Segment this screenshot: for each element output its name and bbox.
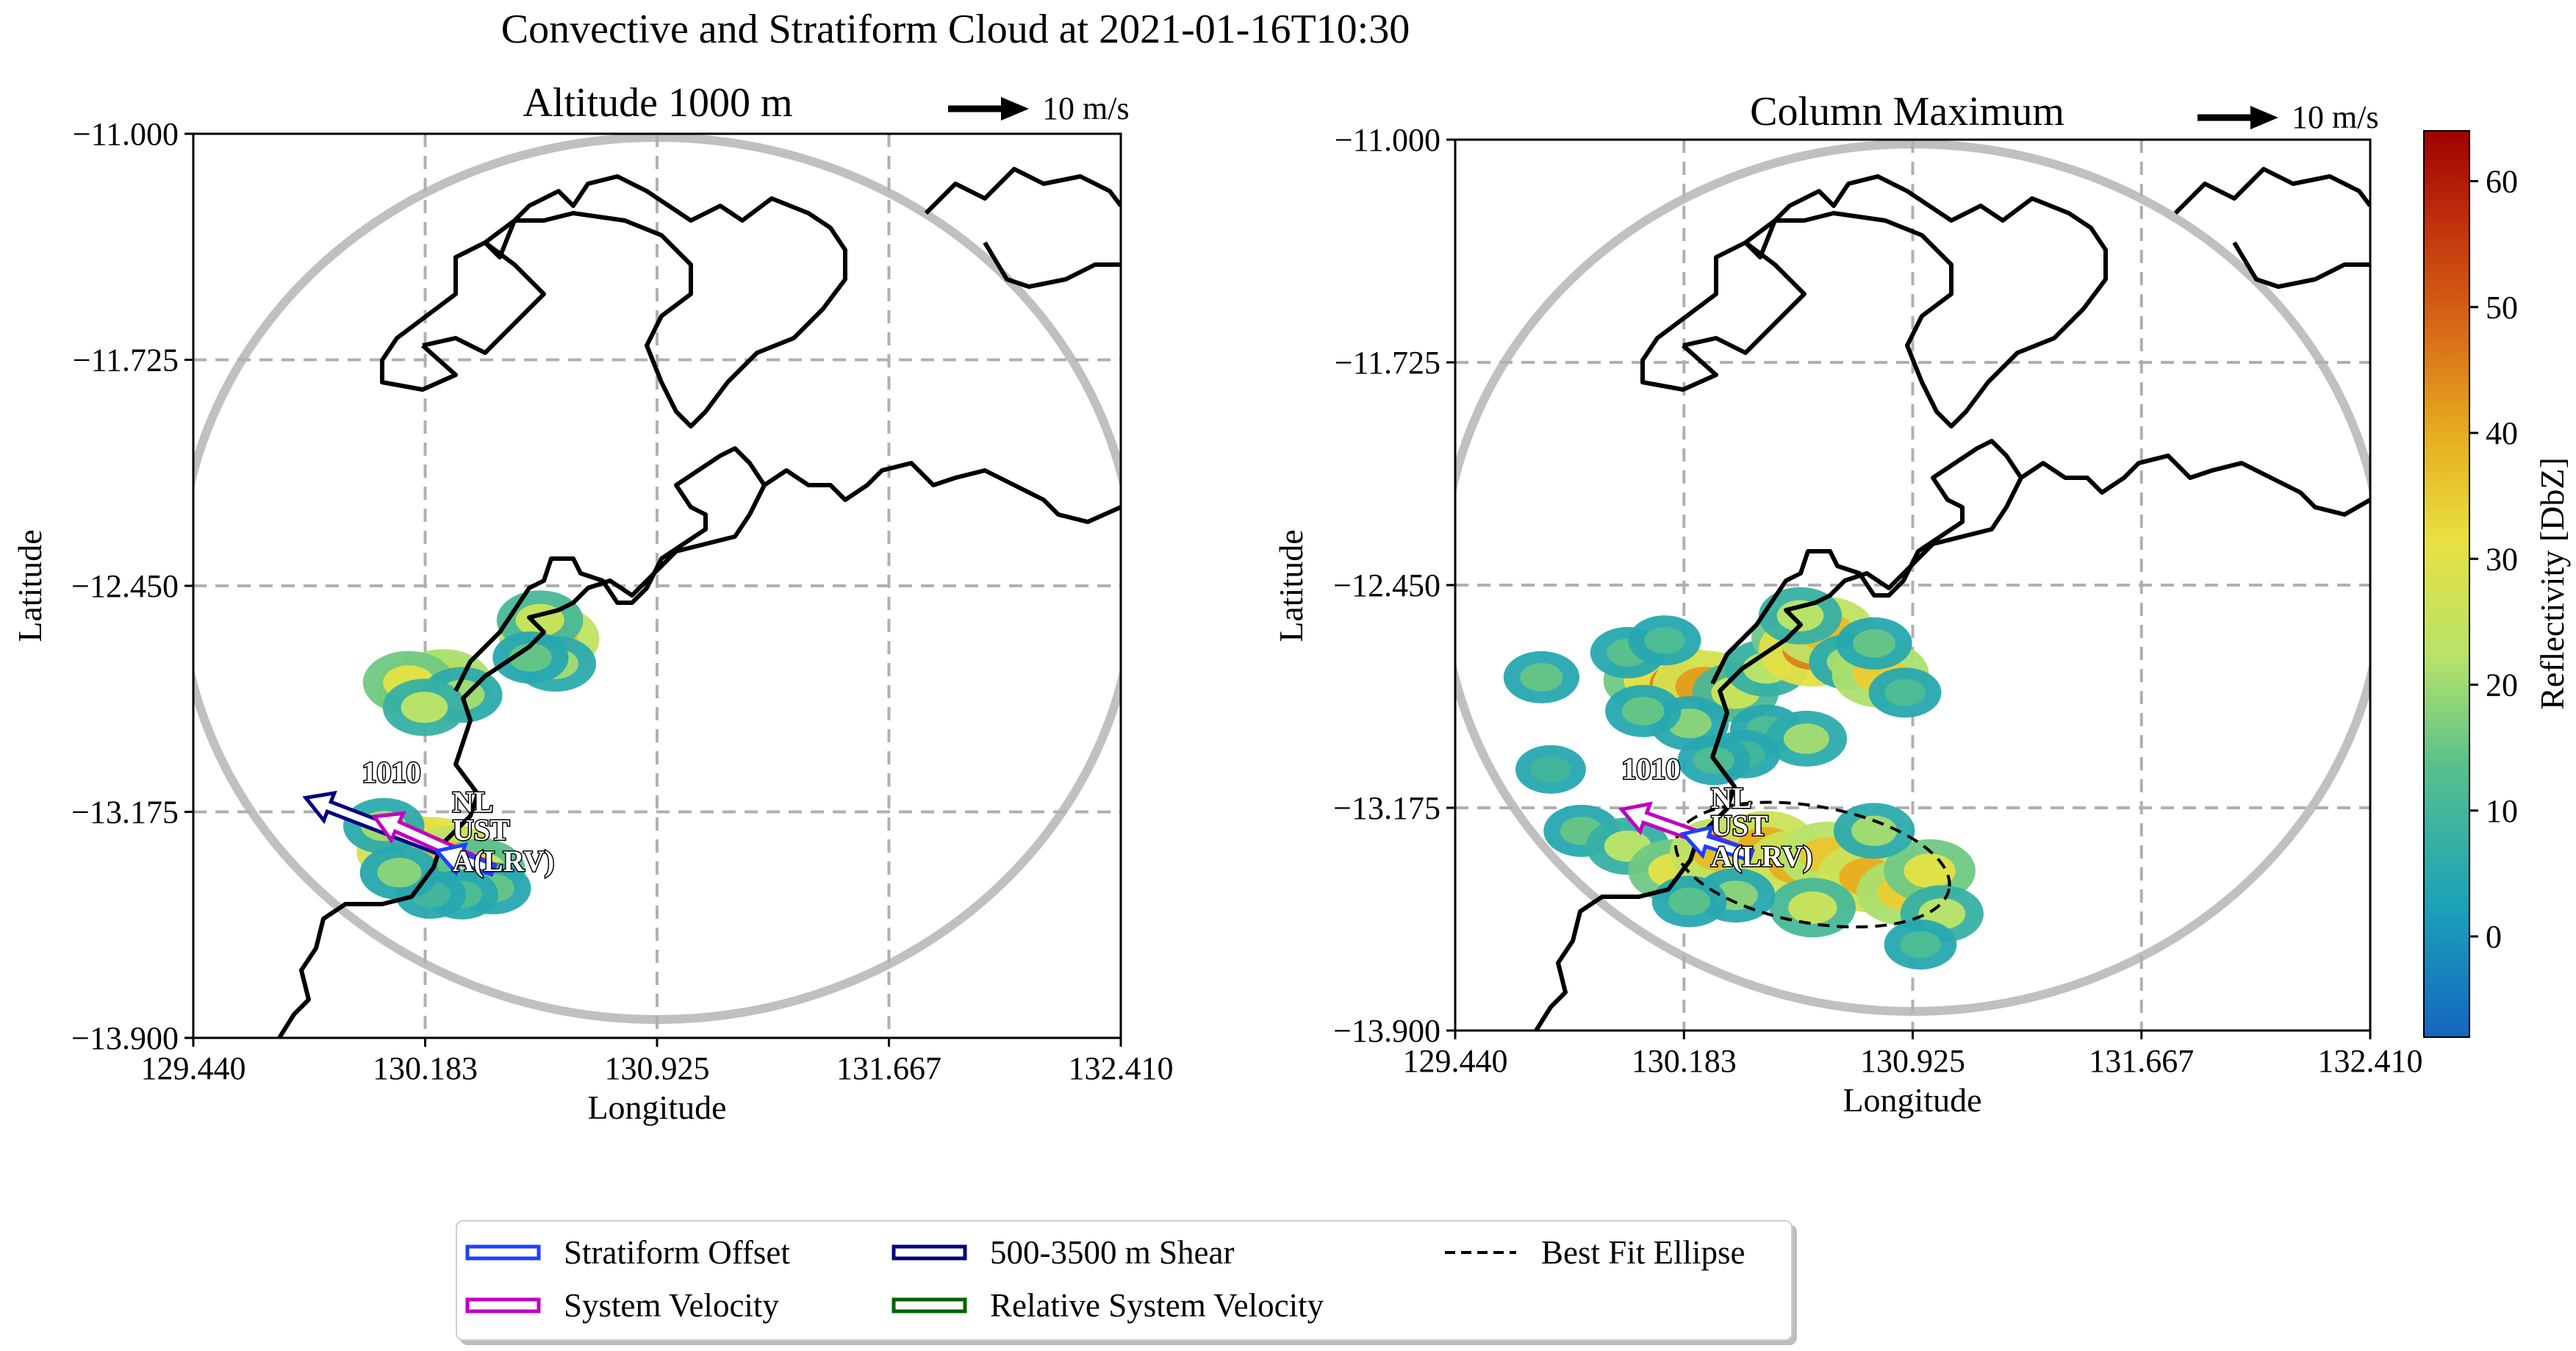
x-ticks: 129.440 130.183 130.925 131.667 132.410 — [141, 1038, 1174, 1086]
legend-swatch-shear — [891, 1230, 968, 1275]
legend-swatch-stratiform-offset — [464, 1230, 542, 1275]
coastline — [1534, 167, 2370, 1031]
colorbar-tick-label: 0 — [2486, 919, 2502, 955]
reflectivity-core — [1884, 678, 1926, 706]
reflectivity-core — [1644, 626, 1685, 654]
legend-label-best-fit-ellipse: Best Fit Ellipse — [1541, 1234, 1746, 1271]
station-label: A(LRV) — [1711, 839, 1813, 872]
y-axis-label-2: Latitude — [1272, 529, 1310, 642]
panel-2-title: Column Maximum — [1750, 89, 2064, 135]
x-tick-label: 130.925 — [1860, 1043, 1965, 1079]
reflectivity-core — [1788, 891, 1837, 924]
vectors — [1618, 801, 1755, 863]
legend-label-system-velocity: System Velocity — [564, 1287, 779, 1324]
reflectivity-core — [1621, 697, 1665, 725]
reflectivity-core — [1904, 853, 1956, 889]
y-tick-label: −12.450 — [1333, 567, 1441, 603]
scale-arrow-2: 10 m/s — [2198, 99, 2379, 135]
reflectivity-core — [1668, 887, 1711, 916]
y-axis-label-1: Latitude — [11, 529, 49, 642]
y-tick-label: −13.175 — [71, 795, 179, 831]
vector-arrow — [433, 842, 498, 877]
x-tick-label: 131.667 — [2089, 1043, 2194, 1079]
scale-arrow-label-2: 10 m/s — [2292, 99, 2379, 135]
x-ticks: 129.440 130.183 130.925 131.667 132.410 — [1403, 1031, 2423, 1079]
legend-label-relative-system-velocity: Relative System Velocity — [990, 1287, 1324, 1324]
legend-label-shear: 500-3500 m Shear — [990, 1234, 1235, 1271]
station-label: UST — [1711, 809, 1768, 842]
coastline — [277, 167, 1121, 1038]
y-tick-label: −11.000 — [1335, 122, 1441, 158]
y-tick-label: −11.725 — [1335, 345, 1441, 381]
x-tick-label: 132.410 — [1069, 1050, 1174, 1086]
station-label: NL — [1711, 781, 1752, 814]
reflectivity-core — [377, 858, 422, 888]
y-ticks: −11.000 −11.725 −12.450 −13.175 −13.900 — [1333, 122, 1455, 1049]
reflectivity-core — [1853, 629, 1896, 658]
x-axis-label-2: Longitude — [1843, 1081, 1981, 1119]
legend-swatch-best-fit-ellipse — [1442, 1230, 1519, 1275]
legend-item-best-fit-ellipse: Best Fit Ellipse — [1442, 1230, 1746, 1275]
colorbar-tick-label: 30 — [2486, 541, 2518, 577]
colorbar-label: Reflectivity [DbZ] — [2533, 457, 2571, 710]
legend-item-shear: 500-3500 m Shear — [891, 1230, 1234, 1275]
colorbar-tick-label: 60 — [2486, 164, 2518, 200]
reflectivity-core — [1520, 663, 1563, 692]
colorbar-tick-label: 20 — [2486, 667, 2518, 703]
gridlines — [1455, 140, 2370, 1031]
station-label: 1010 — [1621, 752, 1680, 785]
colorbar-ticks: 0 10 20 30 40 50 60 — [2469, 164, 2518, 955]
station-label: 1010 — [362, 756, 420, 789]
panel-1-title: Altitude 1000 m — [523, 80, 792, 126]
y-tick-label: −11.000 — [73, 116, 179, 152]
y-tick-label: −11.725 — [73, 343, 179, 379]
vectors — [302, 790, 498, 877]
legend: Stratiform Offset 500-3500 m Shear Best … — [456, 1220, 1793, 1341]
station-label: UST — [453, 814, 510, 847]
x-tick-label: 130.183 — [1632, 1043, 1737, 1079]
reflectivity-core — [1900, 931, 1941, 958]
vector-arrow — [1679, 825, 1755, 863]
y-tick-label: −13.900 — [71, 1020, 179, 1056]
x-tick-label: 131.667 — [836, 1050, 941, 1086]
colorbar-tick-label: 40 — [2486, 415, 2518, 451]
x-tick-label: 132.410 — [2318, 1043, 2423, 1079]
x-axis-label-1: Longitude — [587, 1089, 726, 1126]
station-label: A(LRV) — [453, 845, 555, 878]
legend-swatch-system-velocity — [464, 1283, 542, 1327]
reflectivity-core — [401, 692, 448, 723]
colorbar-tick-label: 10 — [2486, 793, 2518, 829]
colorbar-gradient — [2423, 130, 2470, 1038]
y-tick-label: −12.450 — [71, 568, 179, 604]
x-tick-label: 130.925 — [605, 1050, 710, 1086]
reflectivity-core — [1851, 815, 1898, 847]
station-label: NL — [453, 786, 494, 819]
reflectivity-cells — [1503, 587, 1984, 970]
colorbar: 0 10 20 30 40 50 60 Reflectivity [DbZ] — [2423, 130, 2571, 1038]
y-tick-label: −13.900 — [1333, 1013, 1441, 1049]
best-fit-ellipse — [1673, 800, 1951, 929]
colorbar-tick-label: 50 — [2486, 290, 2518, 326]
figure-title: Convective and Stratiform Cloud at 2021-… — [501, 7, 1410, 52]
legend-item-stratiform-offset: Stratiform Offset — [464, 1230, 790, 1275]
x-tick-label: 129.440 — [1403, 1043, 1508, 1079]
legend-item-relative-system-velocity: Relative System Velocity — [891, 1283, 1324, 1327]
x-tick-label: 130.183 — [373, 1050, 478, 1086]
y-tick-label: −13.175 — [1333, 790, 1441, 826]
legend-item-system-velocity: System Velocity — [464, 1283, 779, 1327]
x-tick-label: 129.440 — [141, 1050, 246, 1086]
reflectivity-core — [1530, 756, 1571, 783]
reflectivity-core — [1783, 723, 1829, 754]
scale-arrow-1: 10 m/s — [948, 90, 1130, 126]
y-ticks: −11.000 −11.725 −12.450 −13.175 −13.900 — [71, 116, 193, 1056]
legend-label-stratiform-offset: Stratiform Offset — [564, 1234, 790, 1271]
legend-swatch-relative-system-velocity — [891, 1283, 968, 1327]
scale-arrow-label-1: 10 m/s — [1042, 90, 1130, 126]
